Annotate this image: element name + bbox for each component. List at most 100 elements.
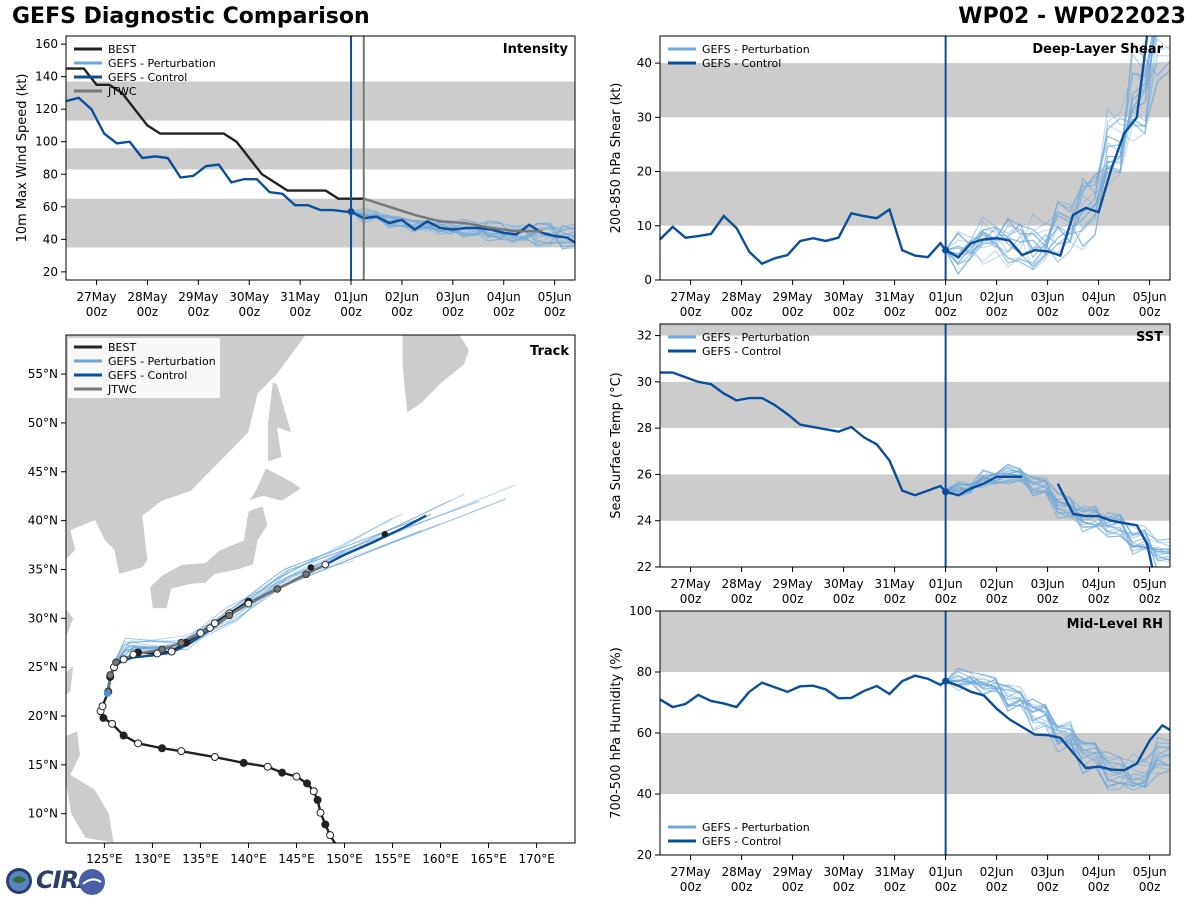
lon-tick-label: 130°E xyxy=(134,852,171,866)
analysis-marker xyxy=(942,677,950,685)
x-tick-label: 00z xyxy=(238,305,260,319)
legend-entry: GEFS - Control xyxy=(108,71,187,84)
x-tick-label: 00z xyxy=(188,305,210,319)
honshu xyxy=(149,505,269,609)
china-coast xyxy=(66,607,75,638)
panel-title: Deep-Layer Shear xyxy=(1032,42,1163,57)
x-tick-label: 00z xyxy=(986,305,1008,319)
x-tick-label: 30May xyxy=(229,290,269,304)
x-tick-label: 29May xyxy=(773,577,813,591)
panel-track: 125°E 130°E 135°E 140°E 145°E 150°E 155°E 160°E… xyxy=(28,334,576,866)
y-tick-label: 28 xyxy=(637,421,652,435)
x-tick-label: 28May xyxy=(722,290,762,304)
perturbation-member xyxy=(945,673,1170,791)
series-gefs-control xyxy=(660,674,1170,772)
x-tick-label: 03Jun xyxy=(1031,865,1065,879)
x-tick-label: 00z xyxy=(442,305,464,319)
axes-frame xyxy=(65,35,576,281)
x-tick-label: 00z xyxy=(782,880,804,894)
x-tick-label: 02Jun xyxy=(980,577,1014,591)
best-track-point xyxy=(316,808,325,817)
legend-entry: GEFS - Perturbation xyxy=(108,57,216,70)
shaded-band xyxy=(66,198,575,248)
series-gefs-control-segment- xyxy=(1056,483,1154,567)
series-gefs-control xyxy=(660,371,1023,497)
jtwc-track-point xyxy=(321,560,330,569)
perturbation-member xyxy=(945,477,1170,555)
y-tick-label: 30 xyxy=(637,110,652,124)
lon-tick-label: 155°E xyxy=(374,852,411,866)
x-tick-label: 00z xyxy=(137,305,159,319)
perturbation-member xyxy=(945,680,1170,775)
x-tick-label: 00z xyxy=(833,305,855,319)
control-track-point xyxy=(307,564,315,571)
best-track-point xyxy=(177,747,186,756)
panel-title: SST xyxy=(1136,330,1163,345)
perturbation-member xyxy=(350,211,575,244)
legend-entry: GEFS - Perturbation xyxy=(702,821,810,834)
perturbation-member xyxy=(945,680,1170,780)
globe-icon xyxy=(6,868,32,894)
x-tick-label: 00z xyxy=(544,305,566,319)
y-tick-label: 120 xyxy=(35,102,58,116)
y-axis-label: 700-500 hPa Humidity (%) xyxy=(609,647,624,819)
x-tick-label: 00z xyxy=(935,592,957,606)
y-tick-label: 100 xyxy=(629,604,652,618)
x-tick-label: 00z xyxy=(1088,880,1110,894)
best-track-point xyxy=(278,768,287,777)
y-tick-label: 22 xyxy=(637,560,652,574)
perturbation-member xyxy=(350,211,575,245)
control-track-point xyxy=(381,530,389,538)
x-tick-label: 29May xyxy=(178,290,218,304)
lat-tick-label: 10°N xyxy=(28,807,58,821)
y-tick-label: 60 xyxy=(637,726,652,740)
best-track-point xyxy=(313,796,322,805)
legend-entry: GEFS - Perturbation xyxy=(702,43,810,56)
plot-area xyxy=(66,67,575,251)
perturbation-member xyxy=(945,36,1154,255)
perturbation-member xyxy=(350,211,575,244)
analysis-marker xyxy=(942,488,950,496)
x-tick-label: 00z xyxy=(340,305,362,319)
x-tick-label: 05Jun xyxy=(1133,577,1167,591)
best-track-point xyxy=(334,844,341,851)
x-tick-label: 27May xyxy=(671,290,711,304)
jtwc-track-point xyxy=(158,645,166,654)
x-tick-label: 03Jun xyxy=(1031,577,1065,591)
y-axis-label: 10m Max Wind Speed (kt) xyxy=(15,74,30,243)
perturbation-member xyxy=(945,36,1157,266)
best-track-point xyxy=(210,753,219,762)
x-tick-label: 00z xyxy=(986,592,1008,606)
perturbation-track xyxy=(108,560,355,692)
x-tick-label: 00z xyxy=(884,880,906,894)
x-tick-label: 00z xyxy=(680,592,702,606)
kamchatka xyxy=(401,335,470,414)
perturbation-member xyxy=(945,468,1170,544)
x-tick-label: 31May xyxy=(280,290,320,304)
x-tick-label: 29May xyxy=(773,290,813,304)
map-area xyxy=(66,335,516,851)
series-gefs-control xyxy=(66,96,575,244)
y-axis-label: Sea Surface Temp (°C) xyxy=(609,372,624,519)
x-tick-label: 00z xyxy=(782,592,804,606)
x-tick-label: 27May xyxy=(671,577,711,591)
plot-area xyxy=(660,611,1170,794)
cira-logo: CIRA xyxy=(4,866,108,898)
x-tick-label: 00z xyxy=(493,305,515,319)
perturbation-member xyxy=(945,479,1170,560)
perturbation-member xyxy=(945,470,1170,553)
legend-entry: GEFS - Control xyxy=(702,835,781,848)
legend-entry: GEFS - Perturbation xyxy=(108,355,216,368)
x-tick-label: 00z xyxy=(1037,305,1059,319)
x-tick-label: 00z xyxy=(935,880,957,894)
x-tick-label: 00z xyxy=(1139,592,1161,606)
map-frame xyxy=(65,334,576,844)
legend-entry: GEFS - Control xyxy=(702,57,781,70)
perturbation-member xyxy=(945,69,1170,268)
x-tick-label: 31May xyxy=(875,290,915,304)
series-best xyxy=(66,67,364,200)
y-tick-label: 10 xyxy=(637,219,652,233)
shaded-band xyxy=(660,63,1170,118)
panel-title: Mid-Level RH xyxy=(1067,617,1163,632)
x-tick-label: 30May xyxy=(824,290,864,304)
